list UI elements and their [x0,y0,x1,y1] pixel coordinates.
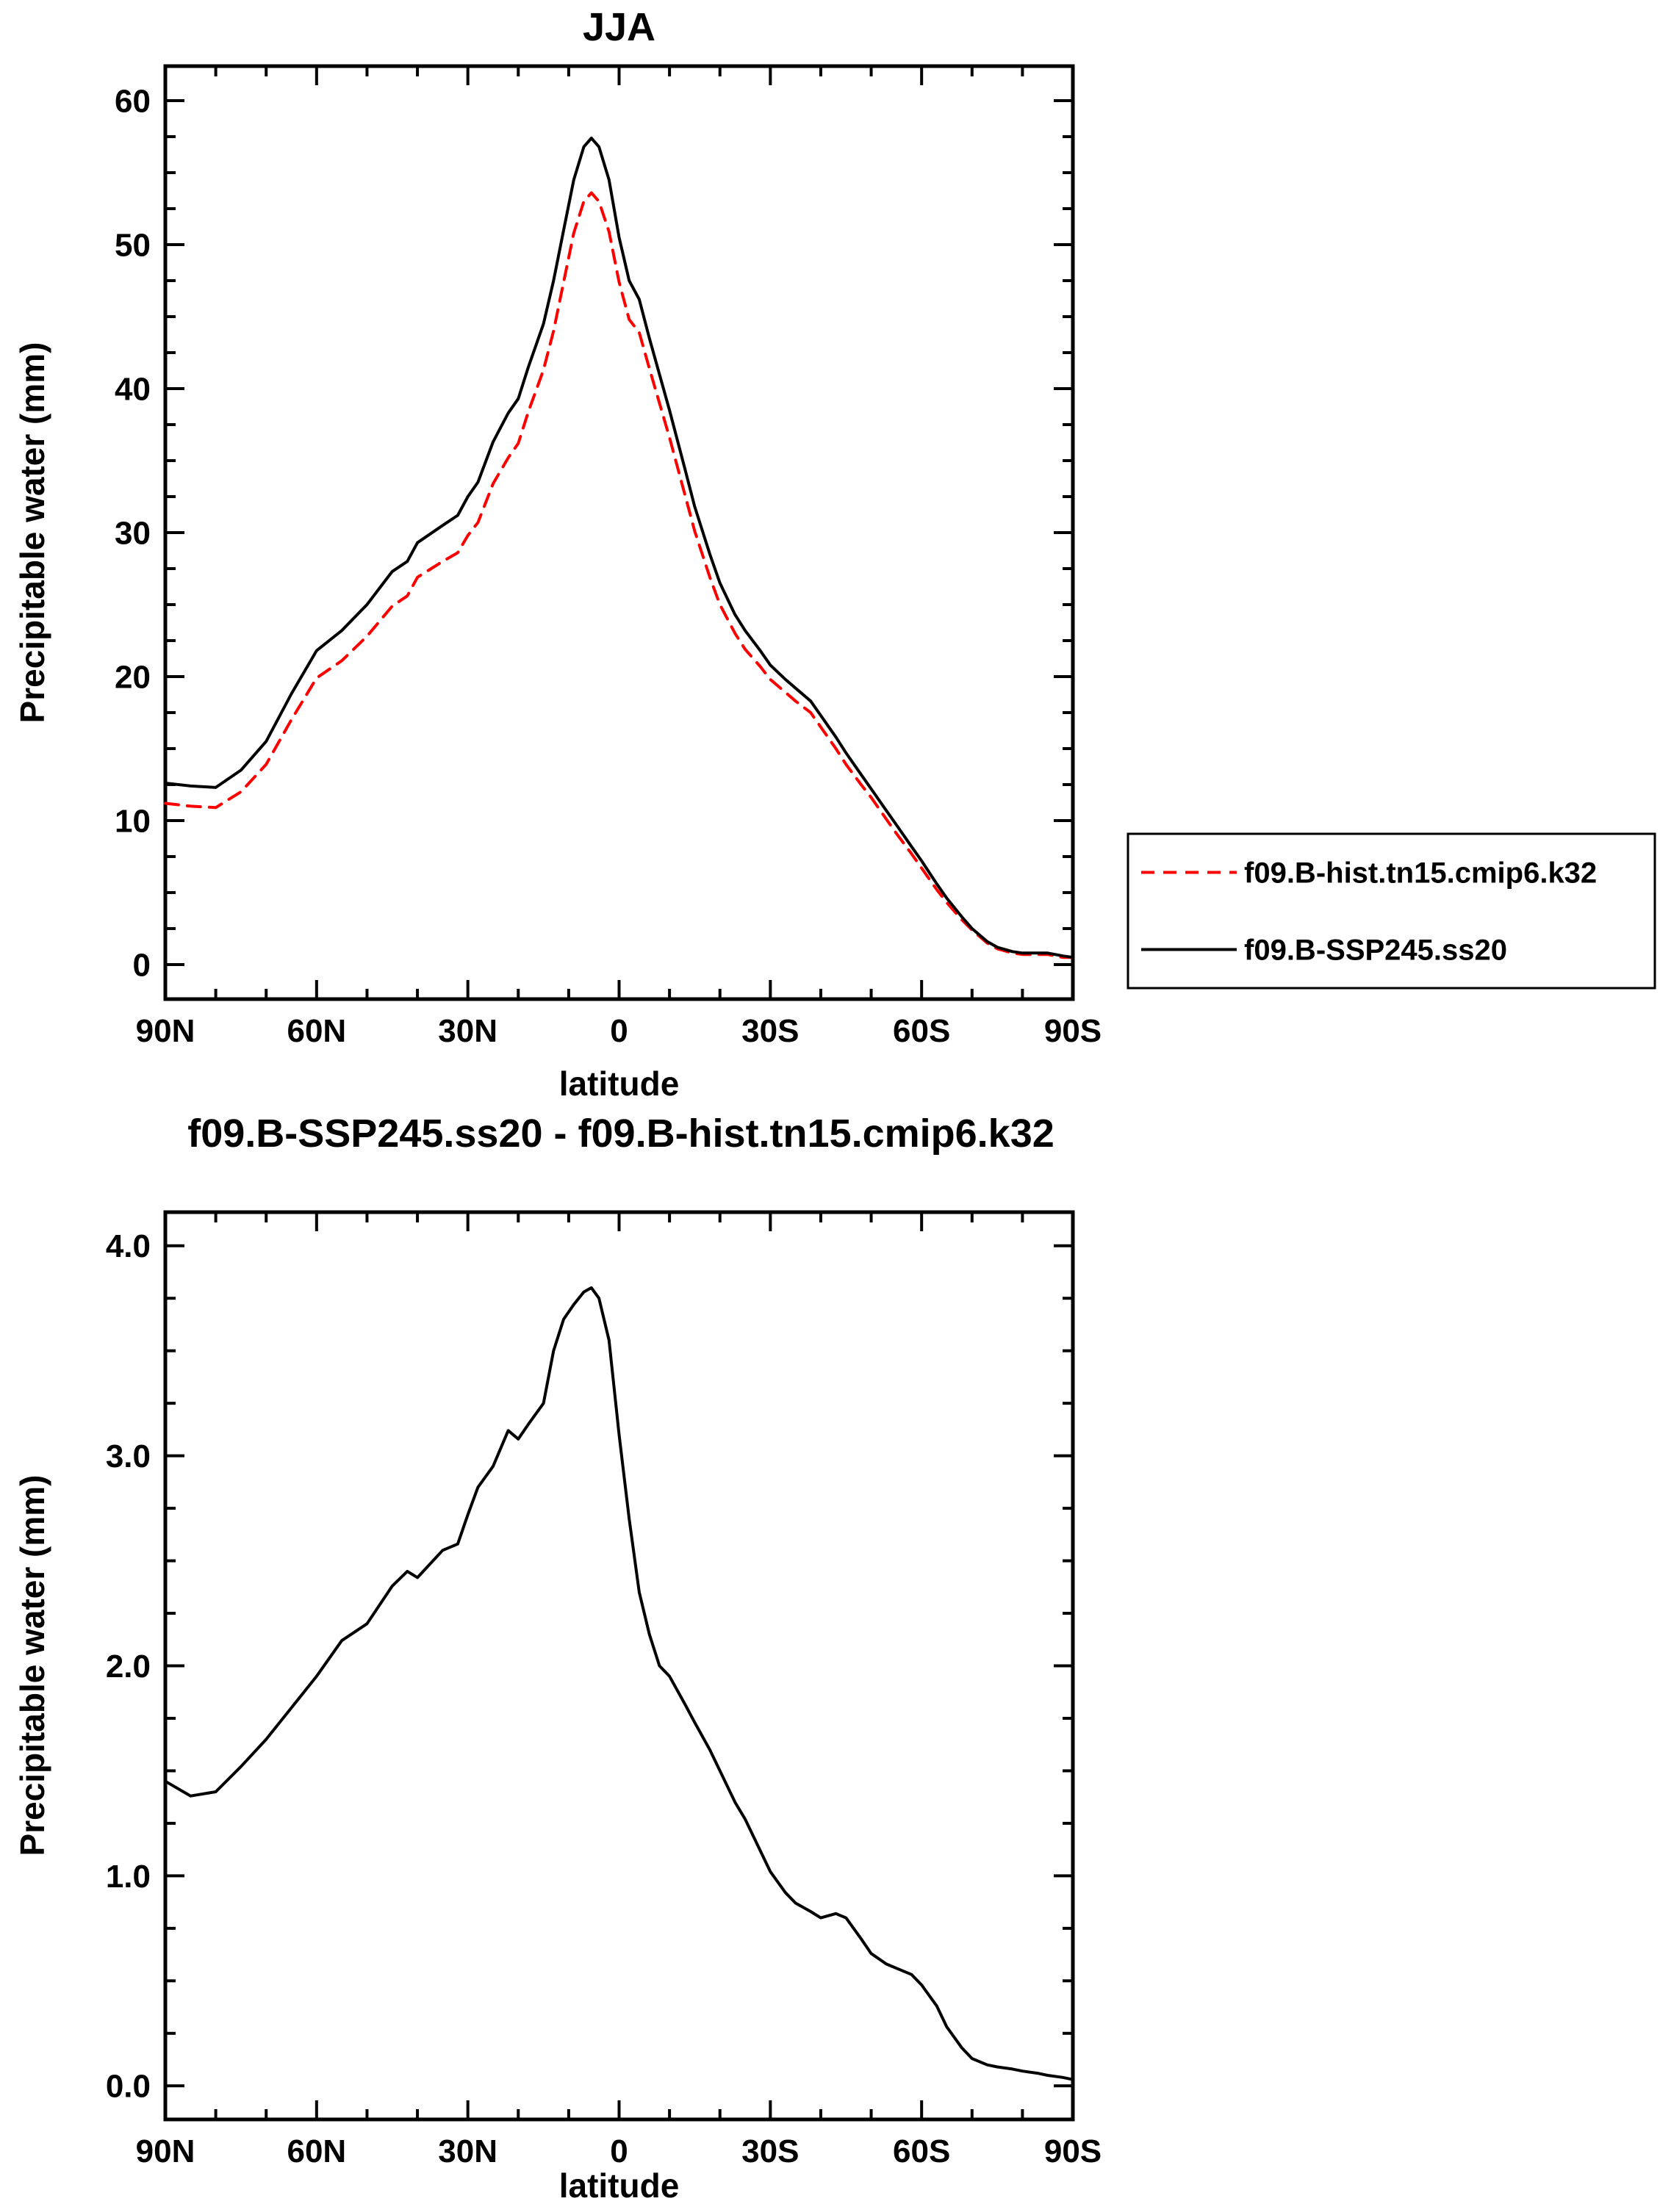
x-tick-label: 60S [893,2133,950,2169]
y-tick-label: 20 [115,659,151,695]
x-tick-label: 30N [438,1013,497,1049]
x-tick-label: 90N [136,2133,195,2169]
y-tick-label: 30 [115,515,151,551]
legend-box: f09.B-hist.tn15.cmip6.k32 f09.B-SSP245.ss… [1127,832,1656,990]
series-line-0 [164,191,1074,959]
axis-ticks [164,66,1074,999]
tick-labels: 90N 60N 30N 0 30S 60S 90S 0.0 1.0 2.0 3.0 4.0 [106,1228,1102,2169]
x-tick-label: 90S [1044,2133,1102,2169]
series-line-1 [164,137,1074,959]
plot-area: 90N 60N 30N 0 30S 60S 90S 0 10 20 30 40 50 60 [115,64,1102,1049]
y-tick-label: 0.0 [106,2069,151,2105]
y-tick-label: 50 [115,227,151,263]
y-tick-label: 40 [115,371,151,407]
plot-frame [163,1210,1075,2122]
top-chart-canvas: 90N 60N 30N 0 30S 60S 90S 0 10 20 30 40 50 60 f09.B-hi… [115,64,1656,1049]
y-tick-label: 4.0 [106,1228,151,1264]
y-tick-label: 10 [115,803,151,839]
legend-entry: f09.B-SSP245.ss20 [1141,934,1507,967]
top-chart-xlabel: latitude [558,1064,680,1103]
legend-entry: f09.B-hist.tn15.cmip6.k32 [1141,857,1597,890]
x-tick-label: 60N [287,2133,346,2169]
x-tick-label: 60S [893,1013,950,1049]
x-tick-label: 0 [610,2133,628,2169]
series-line-0 [164,1286,1074,2081]
tick-labels: 90N 60N 30N 0 30S 60S 90S 0 10 20 30 40 50 60 [115,83,1102,1049]
bottom-chart-canvas: 90N 60N 30N 0 30S 60S 90S 0.0 1.0 2.0 3.0 4.0 [106,1210,1102,2169]
x-tick-label: 30S [741,1013,799,1049]
top-chart-title: JJA [582,5,656,49]
y-tick-label: 1.0 [106,1859,151,1895]
y-tick-label: 2.0 [106,1649,151,1685]
x-tick-label: 30S [741,2133,799,2169]
bottom-chart-xlabel: latitude [558,2166,680,2205]
x-tick-label: 0 [610,1013,628,1049]
plot-area: 90N 60N 30N 0 30S 60S 90S 0.0 1.0 2.0 3.0 4.0 [106,1210,1102,2169]
legend-frame [1127,832,1656,990]
legend-entry-label: f09.B-hist.tn15.cmip6.k32 [1244,857,1597,890]
plot-frame [163,64,1075,1001]
y-tick-label: 3.0 [106,1438,151,1474]
x-tick-label: 60N [287,1013,346,1049]
bottom-chart-title: f09.B-SSP245.ss20 - f09.B-hist.tn15.cmip… [187,1112,1054,1156]
y-tick-label: 60 [115,83,151,119]
x-tick-label: 30N [438,2133,497,2169]
axis-ticks [164,1212,1074,2119]
legend-entry-label: f09.B-SSP245.ss20 [1244,934,1507,967]
x-tick-label: 90N [136,1013,195,1049]
y-tick-label: 0 [133,947,151,983]
x-tick-label: 90S [1044,1013,1102,1049]
